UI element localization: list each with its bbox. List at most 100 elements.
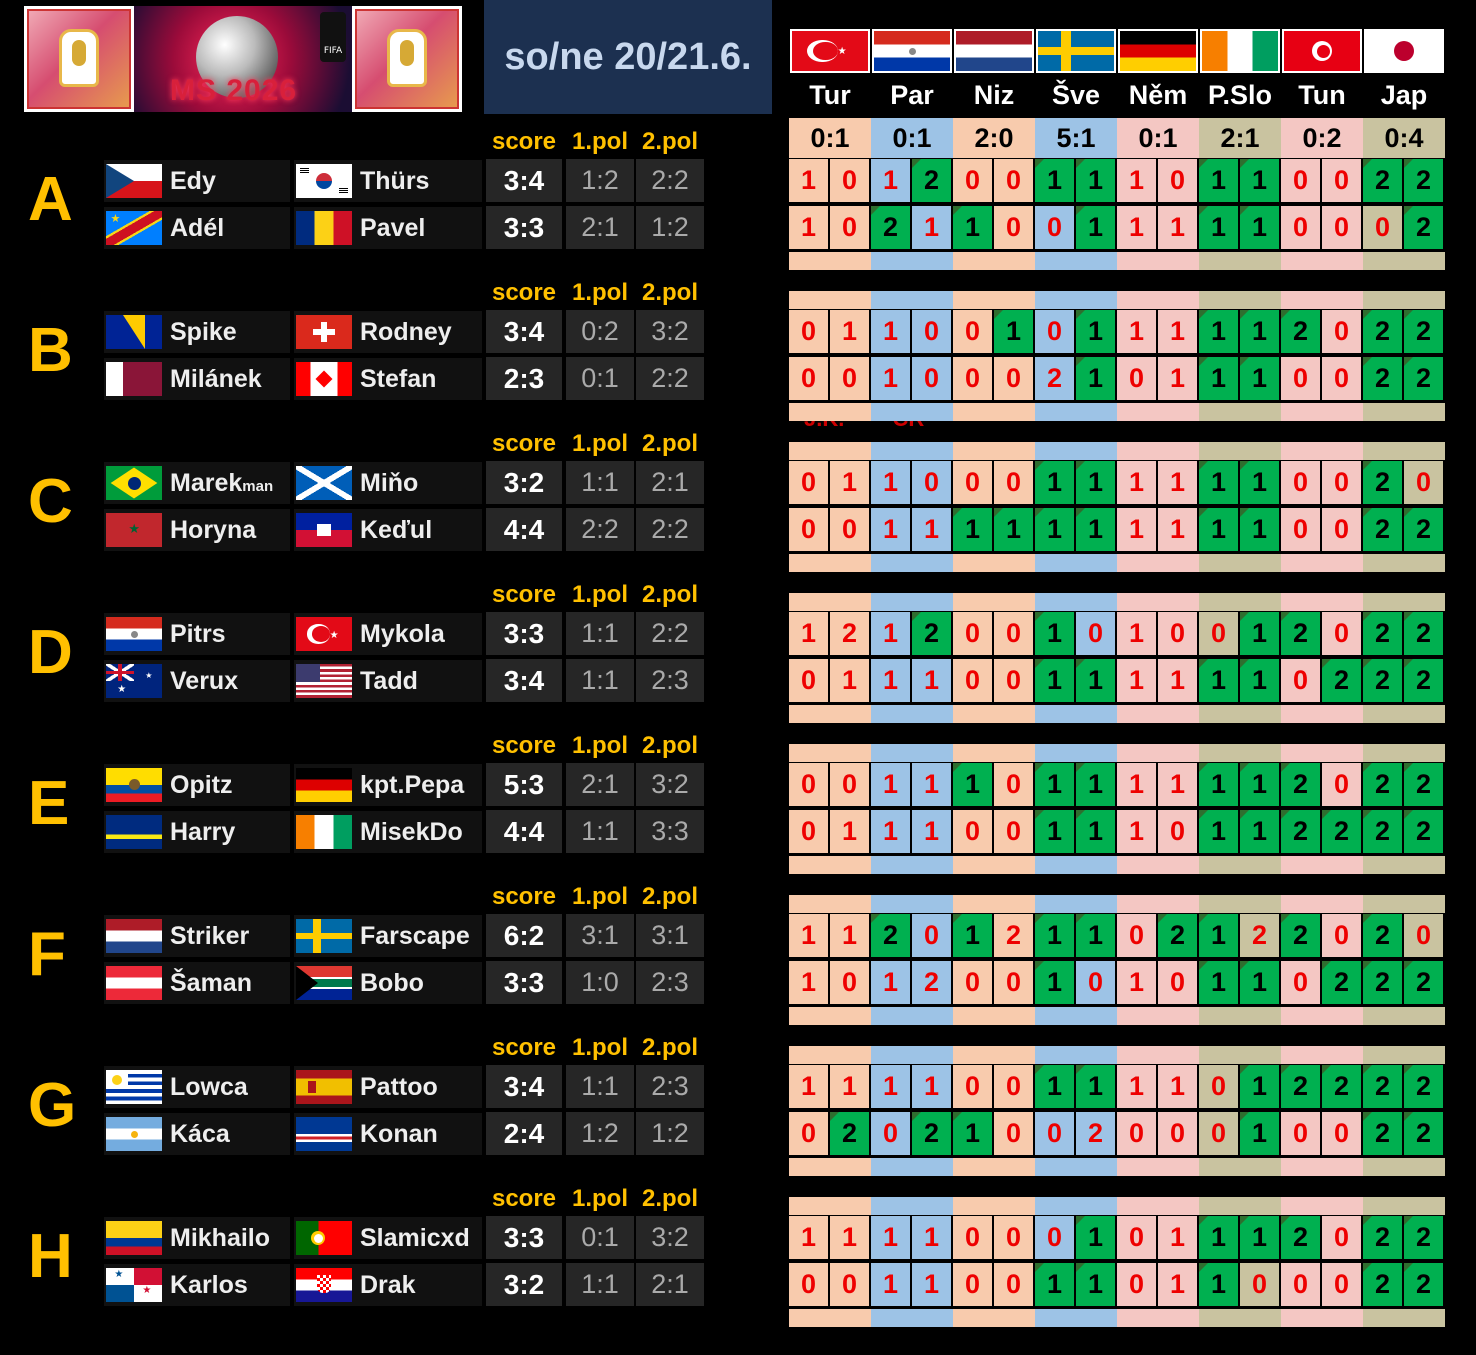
player-name: Rodney bbox=[360, 317, 452, 346]
cell-band-top bbox=[953, 442, 1035, 460]
player-cell: ★ Mykola bbox=[294, 613, 482, 655]
prediction-cell: 1 bbox=[1035, 914, 1074, 957]
cell-band-bottom bbox=[1035, 1007, 1117, 1025]
cell-band-top bbox=[789, 744, 871, 762]
prediction-cell: 1 bbox=[1240, 1112, 1279, 1155]
player-name: Harry bbox=[170, 818, 235, 847]
flag-netherlands-icon bbox=[106, 919, 162, 953]
prediction-cell: 0 bbox=[912, 357, 951, 400]
pair-score: 3:4 bbox=[486, 659, 562, 702]
player-name: Thürs bbox=[360, 166, 430, 195]
player-cell: ★ ★ Karlos bbox=[104, 1264, 290, 1306]
prediction-cell: 1 bbox=[1240, 508, 1279, 551]
prediction-cell: 0 bbox=[994, 1216, 1033, 1259]
cell-band-bottom bbox=[953, 1309, 1035, 1327]
prediction-cell: 2 bbox=[1035, 357, 1074, 400]
flag-croatia-icon bbox=[296, 1268, 352, 1302]
prediction-cell: 0 bbox=[994, 612, 1033, 655]
pair-score: 2:4 bbox=[486, 1112, 562, 1155]
pair-half-1: 1:1 bbox=[566, 612, 634, 655]
prediction-cell: 1 bbox=[1199, 159, 1238, 202]
pair-half-1: 1:1 bbox=[566, 461, 634, 504]
prediction-cell: 1 bbox=[789, 159, 828, 202]
prediction-cell: 2 bbox=[1404, 357, 1443, 400]
team-result: 0:1 bbox=[1117, 118, 1199, 158]
player-name-suffix: man bbox=[242, 477, 274, 495]
cell-band-top bbox=[871, 895, 953, 913]
prediction-cell: 0 bbox=[1322, 1112, 1361, 1155]
flag-ivory-coast-icon bbox=[296, 815, 352, 849]
prediction-cell: 1 bbox=[1076, 1263, 1115, 1306]
cell-band-top bbox=[1117, 442, 1199, 460]
prediction-cell: 2 bbox=[912, 159, 951, 202]
prediction-cell: 1 bbox=[830, 1065, 869, 1108]
prediction-cell: 0 bbox=[1158, 1112, 1197, 1155]
cell-band-bottom bbox=[1199, 856, 1281, 874]
team-name: Par bbox=[871, 74, 953, 116]
cell-band-bottom bbox=[871, 252, 953, 270]
pair-half-2: 2:2 bbox=[636, 612, 704, 655]
cell-band-bottom bbox=[1117, 1158, 1199, 1176]
prediction-cell: 0 bbox=[1117, 1263, 1156, 1306]
score-header-half1: 1.pol bbox=[571, 279, 628, 306]
flag-panama-icon: ★ ★ bbox=[106, 1268, 162, 1302]
player-name-text: Edy bbox=[170, 166, 216, 195]
prediction-cell: 0 bbox=[994, 159, 1033, 202]
prediction-cell: 1 bbox=[1240, 206, 1279, 249]
prediction-cell: 1 bbox=[994, 508, 1033, 551]
pair-half-1: 1:2 bbox=[566, 159, 634, 202]
prediction-cell: 1 bbox=[1076, 159, 1115, 202]
cell-band-top bbox=[871, 744, 953, 762]
prediction-cell: 0 bbox=[994, 461, 1033, 504]
pair-score: 3:3 bbox=[486, 612, 562, 655]
cell-band-top bbox=[789, 895, 871, 913]
score-header-half1: 1.pol bbox=[571, 128, 628, 155]
prediction-cell: 1 bbox=[953, 206, 992, 249]
prediction-cell: 0 bbox=[789, 659, 828, 702]
prediction-cell: 2 bbox=[1404, 961, 1443, 1004]
prediction-cell: 1 bbox=[1240, 763, 1279, 806]
cell-band-top bbox=[871, 442, 953, 460]
prediction-cell: 2 bbox=[1281, 810, 1320, 853]
cell-band-top bbox=[1363, 895, 1445, 913]
player-name: Tadd bbox=[360, 666, 418, 695]
prediction-cell: 0 bbox=[1199, 612, 1238, 655]
cell-band-top bbox=[953, 744, 1035, 762]
pair-half-2: 2:3 bbox=[636, 961, 704, 1004]
prediction-cell: 1 bbox=[1117, 659, 1156, 702]
player-name: Karlos bbox=[170, 1271, 248, 1300]
prediction-cell: 2 bbox=[1363, 461, 1402, 504]
football-icon bbox=[196, 16, 278, 98]
prediction-cell: 0 bbox=[789, 763, 828, 806]
player-name-text: Milánek bbox=[170, 364, 262, 393]
prediction-cell: 2 bbox=[1404, 1065, 1443, 1108]
prediction-cell: 1 bbox=[1158, 1216, 1197, 1259]
pair-half-2: 2:2 bbox=[636, 357, 704, 400]
prediction-cell: 2 bbox=[1404, 508, 1443, 551]
prediction-cell: 1 bbox=[789, 961, 828, 1004]
group-label: G bbox=[28, 1071, 77, 1140]
prediction-cell: 1 bbox=[1199, 1216, 1238, 1259]
score-header-half2: 2.pol bbox=[641, 732, 698, 759]
score-header-half2: 2.pol bbox=[641, 1034, 698, 1061]
team-flag-japan-icon bbox=[1364, 29, 1444, 73]
pair-half-2: 3:2 bbox=[636, 310, 704, 353]
prediction-cell: 2 bbox=[1404, 310, 1443, 353]
pair-score: 4:4 bbox=[486, 508, 562, 551]
prediction-cell: 2 bbox=[994, 914, 1033, 957]
flag-turkey-icon: ★ bbox=[296, 617, 352, 651]
flag-capeverde-icon bbox=[296, 1117, 352, 1151]
pair-half-1: 1:2 bbox=[566, 1112, 634, 1155]
prediction-cell: 0 bbox=[830, 206, 869, 249]
player-name: kpt.Pepa bbox=[360, 770, 465, 799]
player-name: Bobo bbox=[360, 968, 424, 997]
player-name: Šaman bbox=[170, 969, 252, 998]
pair-score: 3:4 bbox=[486, 310, 562, 353]
prediction-cell: 1 bbox=[1240, 961, 1279, 1004]
flag-morocco-icon: ★ bbox=[106, 513, 162, 547]
player-name: Marekman bbox=[170, 469, 273, 498]
player-name-text: Marek bbox=[170, 468, 243, 497]
prediction-cell: 0 bbox=[1076, 961, 1115, 1004]
